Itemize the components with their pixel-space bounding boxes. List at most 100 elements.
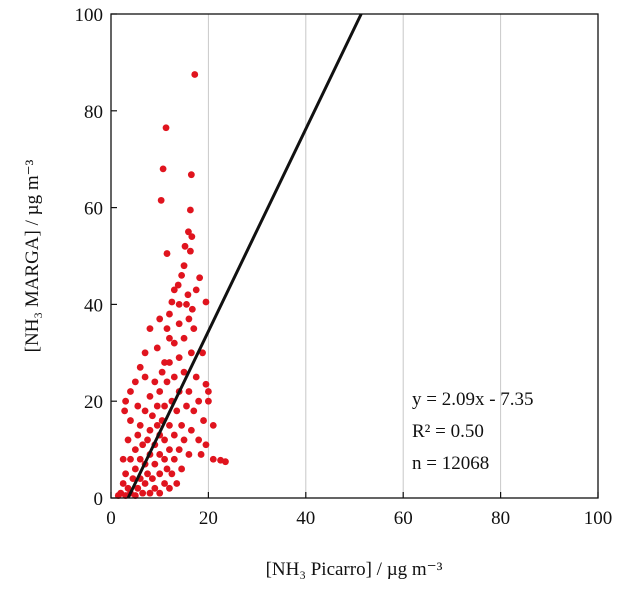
x-tick-label: 100 [584, 508, 613, 529]
scatter-point [190, 407, 198, 415]
x-tick-label: 20 [199, 508, 218, 529]
scatter-point [151, 484, 159, 492]
scatter-point [122, 397, 130, 405]
scatter-point [175, 301, 183, 308]
scatter-point [146, 426, 154, 434]
scatter-point [197, 451, 205, 458]
scatter-point [157, 196, 165, 204]
scatter-point [134, 431, 142, 439]
scatter-point [124, 436, 132, 444]
scatter-point [175, 354, 183, 362]
scatter-point [191, 71, 199, 78]
scatter-point [161, 436, 168, 444]
scatter-point [131, 446, 139, 453]
scatter-point [148, 475, 156, 483]
scatter-point [187, 426, 195, 434]
scatter-point [180, 436, 188, 444]
annotation: n = 12068 [412, 453, 489, 474]
scatter-point [178, 271, 186, 279]
scatter-point [192, 373, 200, 381]
scatter-point [136, 422, 144, 429]
scatter-point [168, 470, 176, 478]
scatter-point [195, 397, 203, 405]
scatter-point [156, 470, 164, 478]
scatter-point [185, 451, 193, 458]
scatter-point [119, 455, 127, 463]
scatter-point [183, 301, 190, 308]
scatter-point [156, 315, 164, 323]
scatter-point [196, 274, 204, 282]
plot-frame [110, 13, 599, 499]
scatter-point [163, 325, 171, 332]
scatter-point [153, 344, 161, 352]
scatter-point [175, 320, 183, 328]
scatter-point [131, 465, 139, 473]
scatter-point [166, 334, 173, 342]
scatter-point [166, 484, 173, 492]
scatter-point [146, 325, 154, 332]
scatter-point [141, 349, 149, 357]
scatter-point [170, 339, 178, 347]
scatter-point [146, 489, 154, 497]
x-tick-label: 80 [491, 508, 510, 529]
scatter-point [166, 422, 173, 429]
x-tick-label: 0 [106, 508, 116, 529]
annotation: R² = 0.50 [412, 421, 484, 442]
scatter-point [174, 281, 182, 289]
scatter-point [202, 380, 210, 388]
scatter-point [136, 363, 144, 371]
scatter-point [185, 228, 192, 236]
scatter-point [151, 460, 159, 468]
scatter-point [156, 489, 164, 497]
scatter-point [186, 247, 194, 255]
scatter-point [170, 431, 178, 439]
scatter-point [129, 475, 137, 483]
scatter-point [180, 368, 188, 376]
y-axis-label: [NH₃ MARGA] / µg m⁻³ [22, 159, 43, 352]
scatter-point [162, 124, 170, 132]
scatter-point [180, 262, 188, 270]
y-tick-label: 0 [94, 489, 104, 510]
scatter-point [205, 388, 212, 395]
scatter-point [175, 446, 183, 453]
scatter-point [121, 407, 129, 415]
scatter-point [122, 470, 130, 478]
scatter-point [202, 298, 210, 306]
scatter-point [173, 407, 181, 415]
scatter-point [184, 291, 192, 299]
scatter-point [161, 480, 168, 487]
scatter-point [185, 315, 193, 323]
scatter-point [119, 480, 127, 487]
scatter-point [168, 298, 176, 306]
scatter-point [188, 305, 196, 313]
y-tick-label: 20 [84, 392, 103, 413]
y-tick-label: 60 [84, 199, 103, 220]
scatter-point [161, 455, 168, 463]
scatter-point [217, 456, 224, 464]
scatter-point [185, 388, 193, 395]
x-tick-label: 40 [296, 508, 315, 529]
scatter-point [173, 480, 181, 487]
scatter-point [186, 206, 194, 214]
scatter-point [131, 492, 139, 499]
scatter-point [158, 368, 166, 376]
x-tick-label: 60 [394, 508, 413, 529]
scatter-point [156, 388, 164, 395]
scatter-point [180, 334, 188, 342]
scatter-point [134, 484, 142, 492]
scatter-point [127, 417, 134, 424]
scatter-point [144, 470, 151, 478]
scatter-point [209, 422, 217, 429]
scatter-point [136, 455, 144, 463]
scatter-point [139, 489, 147, 497]
scatter-point [166, 446, 173, 453]
scatter-point [161, 359, 168, 366]
scatter-point [131, 378, 139, 386]
y-tick-label: 40 [84, 295, 103, 316]
scatter-point [159, 165, 167, 173]
y-tick-label: 80 [84, 102, 103, 123]
scatter-point [141, 480, 149, 487]
scatter-point [200, 417, 207, 424]
scatter-point [146, 392, 154, 400]
